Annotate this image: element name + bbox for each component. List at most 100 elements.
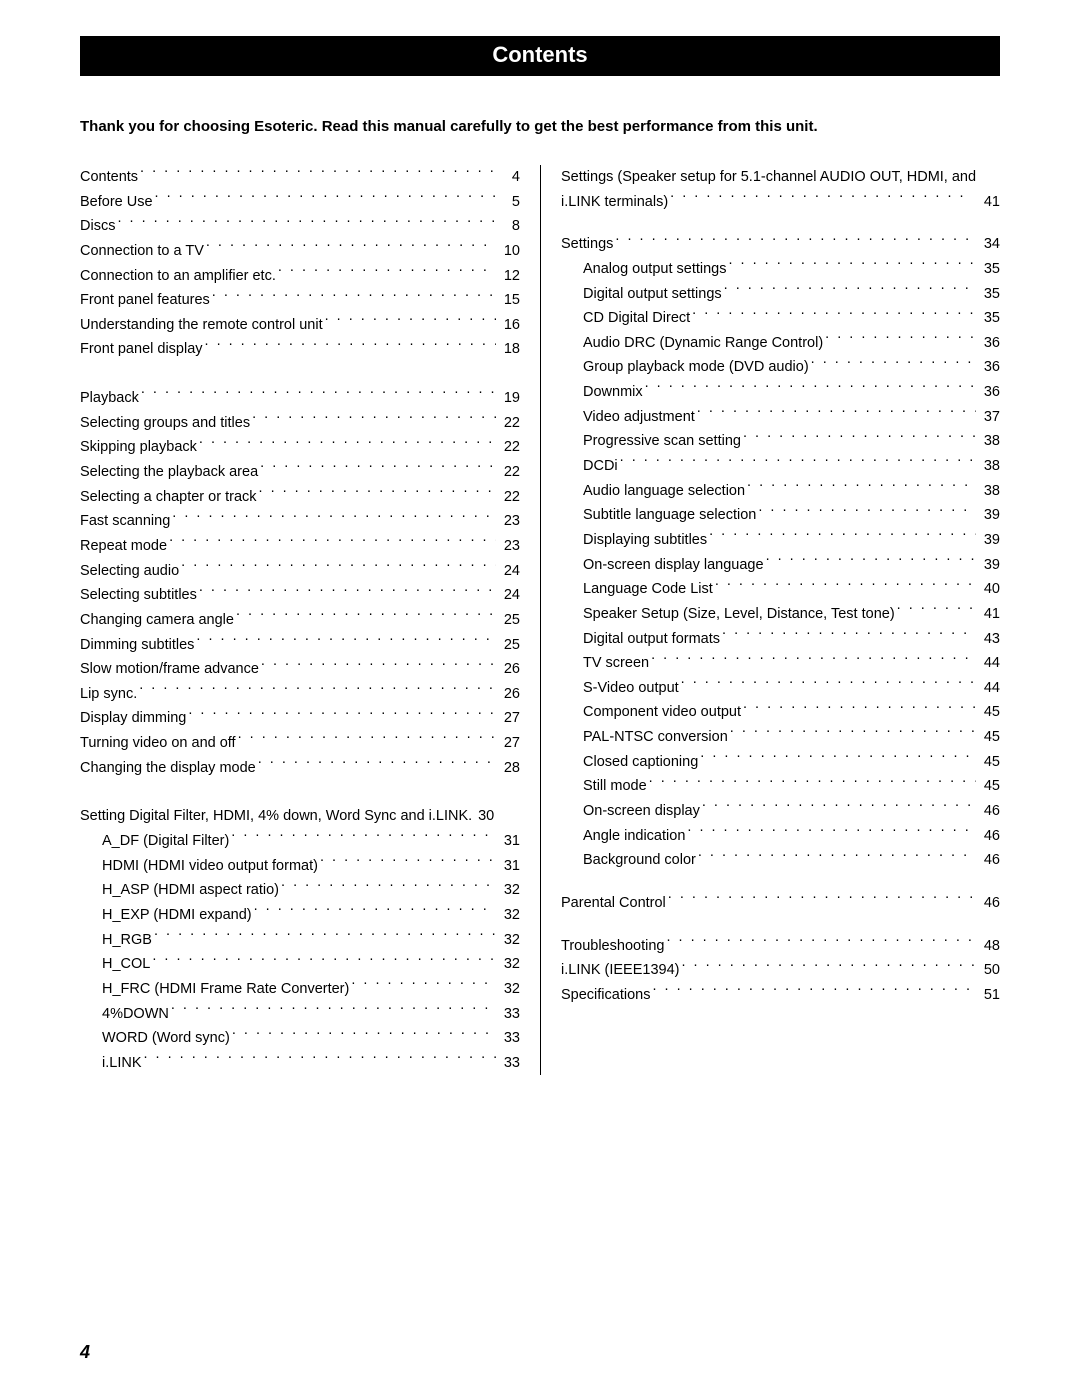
toc-entry-title: H_ASP (HDMI aspect ratio) [102, 878, 279, 903]
toc-entry: Analog output settings 35 [561, 257, 1000, 282]
toc-entry: Selecting audio24 [80, 559, 520, 584]
toc-entry-title: Front panel display [80, 337, 203, 362]
toc-entry-page: 23 [498, 534, 520, 559]
toc-entry: Still mode45 [561, 774, 1000, 799]
toc-entry-title: Digital output settings [583, 282, 722, 307]
toc-entry-title: Before Use [80, 190, 153, 215]
toc-entry: Contents 4 [80, 165, 520, 190]
toc-entry: TV screen44 [561, 651, 1000, 676]
toc-entry-title: PAL-NTSC conversion [583, 725, 728, 750]
toc-entry-page: 4 [498, 165, 520, 190]
toc-entry: HDMI (HDMI video output format)31 [80, 854, 520, 879]
toc-entry-page: 35 [978, 282, 1000, 307]
toc-entry: Setting Digital Filter, HDMI, 4% down, W… [80, 804, 520, 829]
toc-leader-dots [169, 535, 496, 550]
toc-entry-title: Settings [561, 232, 613, 257]
toc-leader-dots [811, 357, 976, 372]
toc-entry-page: 23 [498, 509, 520, 534]
toc-entry: Connection to an amplifier etc.12 [80, 264, 520, 289]
toc-leader-dots [724, 283, 976, 298]
toc-entry: On-screen display46 [561, 799, 1000, 824]
toc-leader-dots [729, 258, 977, 273]
toc-entry-title: Contents [80, 165, 138, 190]
toc-entry-title: Audio DRC (Dynamic Range Control) [583, 331, 823, 356]
toc-leader-dots [670, 191, 976, 206]
toc-leader-dots [758, 505, 976, 520]
toc-entry-page: 32 [498, 952, 520, 977]
toc-column-left: Contents4Before Use5Discs8Connection to … [80, 165, 540, 1075]
toc-entry-page: 24 [498, 559, 520, 584]
toc-leader-dots [154, 929, 496, 944]
toc-entry: On-screen display language39 [561, 553, 1000, 578]
toc-entry: S-Video output44 [561, 676, 1000, 701]
toc-leader-dots [206, 240, 496, 255]
toc-entry-title: i.LINK terminals) [561, 190, 668, 215]
toc-entry-page: 45 [978, 750, 1000, 775]
toc-leader-dots [278, 265, 496, 280]
toc-entry: Background color46 [561, 848, 1000, 873]
toc-entry-page: 10 [498, 239, 520, 264]
toc-entry-page: 5 [498, 190, 520, 215]
toc-entry-title: CD Digital Direct [583, 306, 690, 331]
toc-entry-title: Subtitle language selection [583, 503, 756, 528]
toc-leader-dots [325, 314, 496, 329]
toc-leader-dots [681, 960, 976, 975]
toc-leader-dots [645, 382, 976, 397]
toc-entry: H_RGB32 [80, 928, 520, 953]
toc-entry: i.LINK (IEEE1394)50 [561, 958, 1000, 983]
toc-entry-title: Progressive scan setting [583, 429, 741, 454]
toc-entry-page: 26 [498, 682, 520, 707]
toc-entry: Display dimming27 [80, 706, 520, 731]
toc-leader-dots [188, 708, 496, 723]
toc-leader-dots [897, 603, 976, 618]
toc-leader-dots [139, 683, 496, 698]
page-title-bar: Contents [80, 36, 1000, 76]
toc-leader-dots [141, 388, 496, 403]
toc-entry-title: Specifications [561, 983, 650, 1008]
toc-leader-dots [261, 659, 496, 674]
toc-entry-title: Dimming subtitles [80, 633, 194, 658]
toc-leader-dots [681, 677, 976, 692]
toc-entry-title: 4%DOWN [102, 1002, 169, 1027]
toc-entry: Specifications51 [561, 983, 1000, 1008]
toc-entry-page: 25 [498, 633, 520, 658]
toc-entry: Progressive scan setting 38 [561, 429, 1000, 454]
toc-entry-page: 35 [978, 257, 1000, 282]
toc-entry-page: 48 [978, 934, 1000, 959]
toc-entry: Changing camera angle25 [80, 608, 520, 633]
toc-entry: Angle indication46 [561, 824, 1000, 849]
toc-entry-title: i.LINK [102, 1051, 142, 1076]
toc-leader-dots [199, 585, 496, 600]
toc-entry-page: 33 [498, 1002, 520, 1027]
toc-leader-dots [117, 216, 496, 231]
toc-entry-page: 44 [978, 651, 1000, 676]
toc-entry-page: 44 [978, 676, 1000, 701]
toc-leader-dots [722, 628, 976, 643]
toc-entry-page: 24 [498, 583, 520, 608]
toc-entry-page: 38 [978, 429, 1000, 454]
toc-group-gap [80, 362, 520, 386]
toc-leader-dots [205, 339, 496, 354]
toc-leader-dots [702, 801, 976, 816]
toc-leader-dots [351, 978, 496, 993]
toc-entry-page: 41 [978, 602, 1000, 627]
toc-leader-dots [649, 776, 976, 791]
toc-entry: Lip sync. 26 [80, 682, 520, 707]
toc-entry: Parental Control46 [561, 891, 1000, 916]
toc-leader-dots [155, 191, 496, 206]
toc-entry-title: DCDi [583, 454, 618, 479]
toc-group-gap [561, 916, 1000, 934]
toc-entry-title: Analog output settings [583, 257, 727, 282]
toc-leader-dots [766, 554, 976, 569]
toc-leader-dots [747, 480, 976, 495]
toc-leader-dots [668, 892, 976, 907]
manual-page: Contents Thank you for choosing Esoteric… [0, 0, 1080, 1397]
toc-entry: H_EXP (HDMI expand)32 [80, 903, 520, 928]
toc-entry-title: Lip sync. [80, 682, 137, 707]
toc-entry: Video adjustment37 [561, 405, 1000, 430]
toc-entry-page: 38 [978, 454, 1000, 479]
toc-entry-page: 40 [978, 577, 1000, 602]
toc-entry: Audio language selection38 [561, 479, 1000, 504]
toc-leader-dots [715, 579, 976, 594]
toc-entry: H_COL32 [80, 952, 520, 977]
